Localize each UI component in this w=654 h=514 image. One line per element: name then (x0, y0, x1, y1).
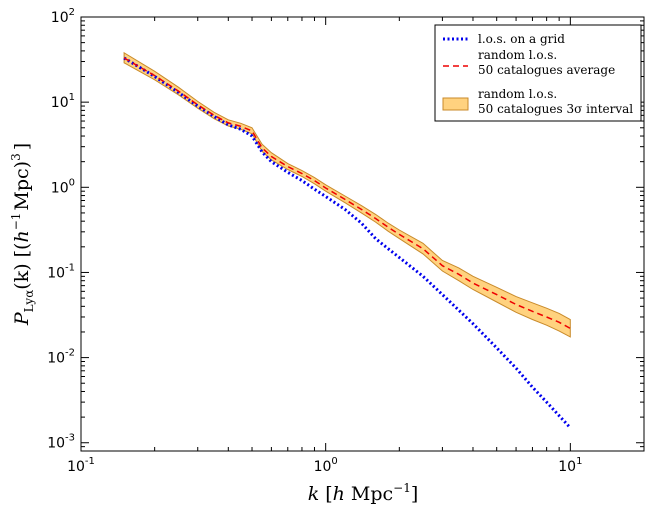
legend-label-band: random l.o.s. 50 catalogues 3σ interval (478, 87, 633, 116)
legend-label-average-line1: random l.o.s. (478, 48, 557, 62)
legend-label-band-line1: random l.o.s. (478, 87, 557, 101)
plot-frame (80, 16, 645, 452)
legend-box (434, 24, 642, 122)
legend-swatch-band (442, 97, 469, 111)
legend-label-average-line2: 50 catalogues average (478, 63, 615, 77)
y-tick-label: 100 (51, 177, 75, 196)
x-axis-label: k [h Mpc−1] (308, 481, 419, 505)
y-tick-label: 101 (51, 92, 75, 111)
series-line-average (123, 57, 571, 330)
legend-label-average: random l.o.s. 50 catalogues average (478, 48, 615, 77)
legend: l.o.s. on a grid random l.o.s. 50 catalog… (434, 24, 642, 122)
y-tick-label: 102 (51, 7, 75, 26)
y-tick-label: 10-1 (47, 262, 75, 281)
y-tick-label: 10-3 (47, 433, 75, 452)
y-axis-label: PLyα(k)[(h−1Mpc)3] (9, 143, 36, 326)
y-tick-label: 10-2 (47, 348, 75, 367)
x-tick-label: 101 (558, 456, 582, 475)
legend-label-band-line2: 50 catalogues 3σ interval (478, 102, 633, 116)
series-line-grid (123, 56, 572, 429)
legend-label-grid: l.o.s. on a grid (478, 32, 565, 46)
x-tick-label: 10-1 (67, 456, 95, 475)
x-tick-label: 100 (314, 456, 338, 475)
